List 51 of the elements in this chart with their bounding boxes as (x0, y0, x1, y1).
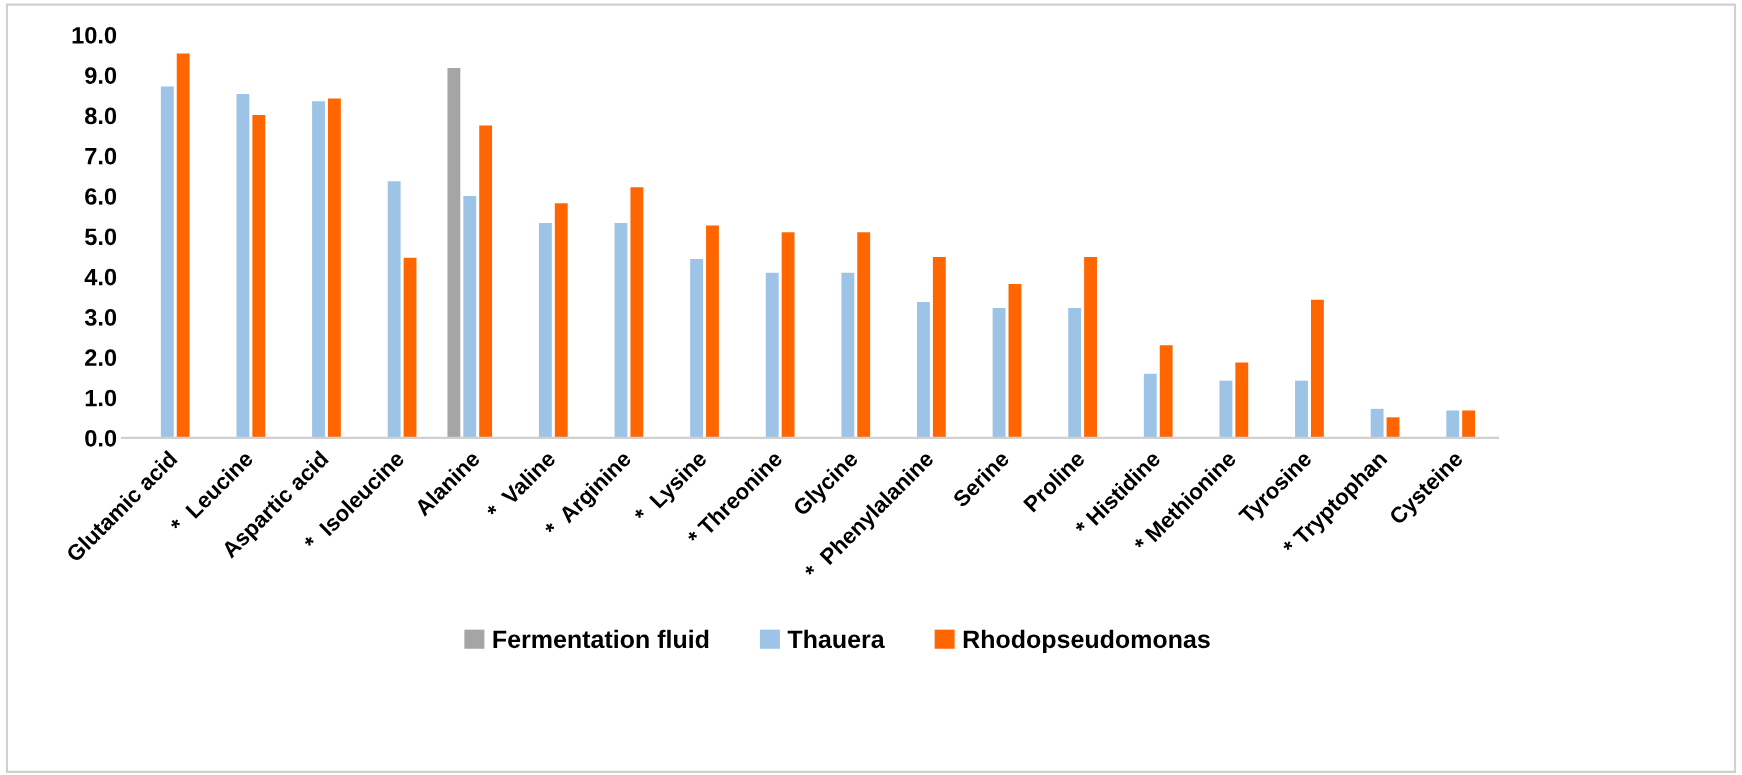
y-tick-label: 2.0 (85, 349, 117, 367)
bar (1219, 380, 1233, 438)
bar (554, 203, 568, 438)
legend-label: Thauera (787, 629, 885, 649)
bar (479, 125, 493, 438)
bar (327, 98, 341, 438)
y-tick-label: 9.0 (85, 67, 117, 84)
legend-label: Fermentation fluid (493, 629, 709, 649)
y-tick-label: 6.0 (85, 188, 117, 205)
bar (236, 94, 250, 438)
bar (614, 223, 628, 438)
bar (403, 257, 417, 438)
y-tick-label: 8.0 (85, 107, 117, 125)
bar (1159, 345, 1173, 438)
bar (932, 256, 946, 438)
bar (1235, 362, 1249, 438)
bar (1462, 410, 1476, 438)
bar (765, 272, 779, 438)
bar (781, 232, 795, 438)
bar (463, 196, 477, 438)
bar (447, 67, 461, 438)
bar (841, 272, 855, 438)
bar (1084, 256, 1097, 438)
bar (1143, 373, 1157, 438)
bar (1068, 308, 1082, 438)
bar (1446, 410, 1460, 438)
bar (1008, 283, 1022, 438)
bar (312, 101, 325, 438)
y-tick-label: 1.0 (85, 389, 117, 407)
bar (160, 86, 174, 438)
bar (992, 308, 1006, 438)
bar (917, 302, 930, 438)
bar (252, 115, 266, 438)
bar (1295, 380, 1308, 438)
bar (1370, 408, 1384, 438)
legend-label: Rhodopseudomonas (963, 629, 1210, 654)
y-tick-label: 7.0 (85, 147, 117, 165)
bar (176, 53, 190, 438)
y-tick-label: 3.0 (84, 309, 117, 326)
y-tick-label: 5.0 (84, 228, 117, 246)
y-tick-label: 10.0 (72, 26, 117, 44)
y-tick-label: 4.0 (84, 268, 117, 286)
bar (1386, 417, 1400, 438)
bar (857, 232, 871, 438)
bar (690, 258, 704, 438)
bar (538, 223, 552, 438)
bar (630, 187, 644, 438)
bar (706, 225, 719, 438)
bar (1310, 299, 1324, 438)
bar (387, 181, 401, 438)
y-tick-label: 0.0 (85, 429, 117, 447)
